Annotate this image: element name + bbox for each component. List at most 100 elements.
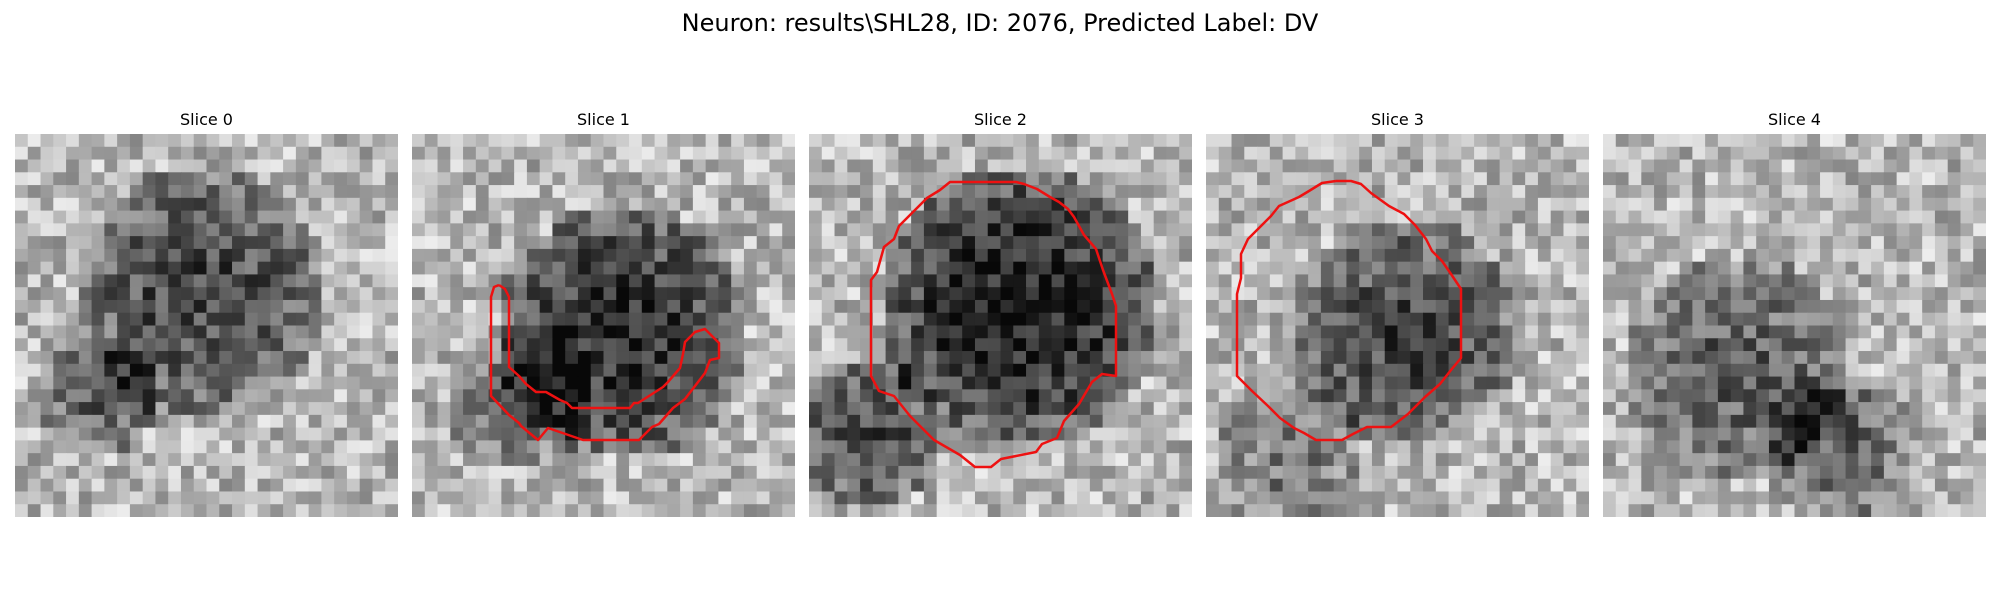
pixel-cell [1423, 453, 1437, 467]
pixel-cell [193, 427, 208, 441]
pixel-cell [1654, 504, 1668, 517]
pixel-cell [1384, 402, 1399, 416]
pixel-cell [539, 146, 554, 161]
pixel-cell [334, 223, 348, 237]
pixel-cell [539, 159, 554, 173]
pixel-cell [577, 210, 592, 224]
pixel-cell [872, 427, 887, 441]
pixel-cell [193, 197, 208, 212]
pixel-cell [718, 274, 732, 288]
pixel-cell [155, 159, 169, 173]
pixel-cell [782, 465, 795, 480]
pixel-cell [629, 223, 643, 237]
pixel-cell [667, 465, 681, 480]
pixel-cell [1807, 491, 1821, 505]
pixel-cell [295, 478, 310, 493]
pixel-cell [168, 172, 182, 186]
pixel-cell [834, 274, 848, 288]
pixel-cell [1064, 261, 1078, 276]
pixel-cell [756, 389, 771, 403]
pixel-cell [641, 172, 656, 186]
pixel-cell [809, 351, 823, 365]
pixel-cell [809, 453, 823, 467]
pixel-cell [1333, 402, 1348, 416]
pixel-cell [898, 197, 912, 212]
pixel-cell [1794, 440, 1808, 454]
pixel-cell [1115, 338, 1129, 352]
pixel-cell [104, 159, 118, 173]
pixel-cell [308, 478, 322, 493]
pixel-cell [1026, 134, 1040, 148]
pixel-cell [168, 427, 182, 441]
pixel-cell [1743, 197, 1757, 212]
pixel-cell [1973, 465, 1986, 480]
pixel-cell [1166, 491, 1180, 505]
pixel-cell [1781, 210, 1796, 224]
pixel-cell [1537, 325, 1552, 339]
pixel-cell [1973, 299, 1986, 314]
pixel-cell [680, 491, 694, 505]
pixel-cell [974, 287, 989, 301]
pixel-cell [1128, 287, 1142, 301]
pixel-cell [295, 414, 310, 429]
pixel-cell [1102, 159, 1116, 173]
pixel-cell [450, 351, 464, 365]
pixel-cell [1346, 389, 1360, 403]
pixel-cell [782, 134, 795, 148]
pixel-cell [1308, 287, 1322, 301]
pixel-cell [539, 172, 554, 186]
pixel-cell [193, 287, 208, 301]
pixel-cell [1384, 312, 1399, 327]
pixel-cell [295, 210, 310, 224]
pixel-cell [962, 338, 976, 352]
pixel-cell [372, 504, 386, 517]
pixel-cell [1832, 134, 1847, 148]
pixel-cell [1013, 338, 1027, 352]
pixel-cell [1486, 414, 1501, 429]
pixel-cell [206, 465, 220, 480]
pixel-cell [412, 338, 426, 352]
pixel-cell [1140, 210, 1155, 224]
pixel-cell [1320, 146, 1335, 161]
pixel-cell [1423, 351, 1437, 365]
pixel-cell [949, 299, 963, 314]
pixel-cell [1641, 210, 1655, 224]
pixel-cell [1550, 504, 1565, 517]
pixel-cell [257, 491, 271, 505]
pixel-cell [1448, 338, 1462, 352]
pixel-cell [1576, 338, 1589, 352]
pixel-cell [1269, 185, 1284, 199]
pixel-cell [1679, 465, 1693, 480]
pixel-cell [501, 197, 515, 212]
pixel-cell [412, 325, 426, 339]
pixel-cell [1576, 172, 1589, 186]
pixel-cell [731, 197, 745, 212]
pixel-cell [501, 389, 515, 403]
pixel-cell [1333, 236, 1348, 250]
pixel-cell [1153, 338, 1168, 352]
pixel-cell [1115, 197, 1129, 212]
pixel-cell [1550, 402, 1565, 416]
pixel-cell [475, 351, 490, 365]
pixel-cell [1179, 389, 1192, 403]
pixel-cell [1371, 210, 1386, 224]
pixel-cell [1346, 414, 1360, 429]
pixel-cell [463, 465, 477, 480]
pixel-cell [1909, 376, 1923, 390]
pixel-cell [756, 491, 771, 505]
pixel-cell [372, 287, 386, 301]
pixel-cell [1371, 376, 1386, 390]
pixel-cell [860, 261, 874, 276]
pixel-cell [577, 159, 592, 173]
pixel-cell [1499, 185, 1513, 199]
pixel-cell [295, 172, 310, 186]
pixel-cell [244, 338, 259, 352]
pixel-cell [66, 351, 80, 365]
pixel-cell [1883, 504, 1898, 517]
pixel-cell [1038, 453, 1053, 467]
pixel-cell [232, 351, 246, 365]
pixel-cell [1807, 465, 1821, 480]
pixel-cell [1883, 159, 1898, 173]
pixel-cell [27, 210, 42, 224]
pixel-cell [731, 402, 745, 416]
